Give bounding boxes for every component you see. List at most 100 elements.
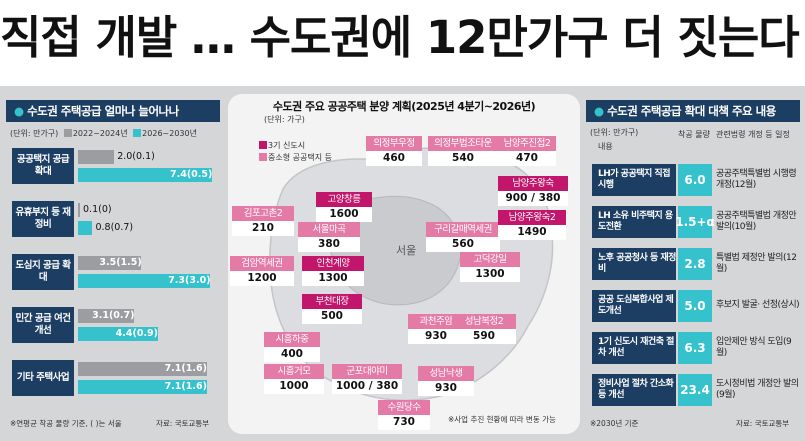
policy-row: 공공 도심복합사업 제도개선 5.0 후보지 발굴· 선정(상시) [592,290,800,322]
site-name: 구리갈매역세권 [426,222,500,237]
policy-schedule: 도시정비법 개정안 발의(9월) [716,378,799,400]
site-label: 성남낙생 930 [418,366,474,396]
site-count: 930 [418,381,474,396]
policy-volume: 6.0 [678,164,712,196]
legend-mid-label: 중소형 공공택지 등 [268,153,332,162]
legend-new-label: 2026~2030년 [142,129,197,138]
site-count: 1000 [264,379,324,394]
seoul-label: 서울 [396,244,417,257]
site-count: 1000 / 380 [332,379,402,394]
site-name: 시흥하중 [264,332,320,347]
policy-schedule: 공공주택특별법 시행령 개정(12월) [716,168,797,190]
site-count: 730 [378,415,430,430]
bar-value-2022-2024: 3.1(0.7) [92,310,135,321]
bar-value-2026-2030: 7.1(1.6) [164,381,207,392]
site-name: 시흥거모 [264,364,324,379]
site-count: 900 / 380 [498,191,568,206]
category-label: 유휴부지 등 재정비 [12,201,74,237]
bar-value-2026-2030: 7.3(3.0) [168,275,211,286]
site-label: 부천대장 500 [302,294,362,324]
site-label: 남양주진접2 470 [498,136,556,166]
site-name: 군포대야미 [332,364,402,379]
bar-value-2022-2024: 0.1(0) [83,204,112,215]
site-count: 210 [232,221,294,236]
site-label: 남양주왕숙2 1490 [498,210,566,240]
site-label: 인천계양 1300 [302,256,364,286]
col-header-volume: 착공 물량 [678,130,710,139]
site-count: 1490 [498,225,566,240]
supply-source: 자료: 국토교통부 [156,419,210,428]
site-count: 590 [452,329,516,344]
site-count: 930 [408,329,464,344]
col-header-name: 내용 [598,142,613,151]
site-label: 군포대야미 1000 / 380 [332,364,402,394]
supply-note: ※연평균 착공 물량 기준, ( )는 서울 [10,419,122,428]
col-header-schedule: 관련법령 개정 등 일정 [716,130,790,139]
site-name: 검암역세권 [230,256,294,271]
bar-value-2026-2030: 4.4(0.9) [115,328,159,339]
policy-name: 1기 신도시 재건축 절차 개선 [592,332,676,364]
supply-chart-legend: (단위: 만가구) 2022~2024년 2026~2030년 [10,128,197,139]
bar-value-2022-2024: 3.5(1.5) [99,257,142,268]
site-name: 서울마곡 [298,222,360,237]
bar-2026-2030 [78,274,211,288]
site-name: 부천대장 [302,294,362,309]
site-name: 고덕강일 [460,252,520,267]
headline: 직접 개발 … 수도권에 12만가구 더 짓는다 [0,11,800,64]
category-label: 공공택지 공급 확대 [12,148,74,184]
title-bullet: ● [14,104,24,118]
policy-schedule: 특별법 제정안 발의(12월) [716,252,797,274]
bar-2026-2030 [78,168,212,182]
legend-swatch-new [133,129,142,137]
site-count: 1300 [302,271,364,286]
bar-2022-2024 [78,362,207,376]
site-label: 남양주왕숙 900 / 380 [498,176,568,206]
bar-value-2022-2024: 2.0(0.1) [117,151,155,162]
site-name: 김포고촌2 [232,206,294,221]
site-label: 시흥하중 400 [264,332,320,362]
policy-volume: 5.0 [678,290,712,322]
map-legend: 3기 신도시 중소형 공공택지 등 [256,140,332,164]
category-label: 민간 공급 여건 개선 [12,307,74,343]
site-label: 성남복정2 590 [452,314,516,344]
supply-chart-panel: ● 수도권 주택공급 얼마나 늘어나나 (단위: 만가구) 2022~2024년… [6,100,220,430]
site-label: 김포고촌2 210 [232,206,294,236]
site-name: 수원당수 [378,400,430,415]
site-label: 구리갈매역세권 560 [426,222,500,252]
map-unit: (단위: 가구) [264,115,305,124]
site-label: 의정부우정 460 [366,136,422,166]
policy-name: LH가 공공택지 직접 시행 [592,164,676,196]
policy-row: 1기 신도시 재건축 절차 개선 6.3 입안제안 방식 도입(9월) [592,332,800,364]
site-name: 의정부법조타운 [428,136,498,151]
legend-swatch-3rd [259,141,267,149]
policy-volume: 6.3 [678,332,712,364]
site-name: 남양주진접2 [498,136,556,151]
policy-table-title: ● 수도권 주택공급 확대 대책 주요 내용 [586,100,800,122]
site-name: 의정부우정 [366,136,422,151]
site-label: 서울마곡 380 [298,222,360,252]
bar-value-2026-2030: 0.8(0.7) [95,222,134,233]
bar-2026-2030 [78,221,93,235]
bar-2022-2024 [78,150,115,164]
site-name: 성남낙생 [418,366,474,381]
policy-name: 정비사업 절차 간소화 등 개선 [592,374,676,406]
site-label: 의정부법조타운 540 [428,136,498,166]
site-label: 고덕강일 1300 [460,252,520,282]
bar-2022-2024 [78,203,80,217]
site-label: 과천주암 930 [408,314,464,344]
map-panel: 수도권 주요 공공주택 분양 계획(2025년 4분기~2026년) (단위: … [228,94,580,434]
site-count: 540 [428,151,498,166]
policy-schedule: 후보지 발굴· 선정(상시) [716,300,800,311]
site-count: 460 [366,151,422,166]
policy-row: LH 소유 비주택지 용도전환 1.5+α 공공주택특별법 개정안 발의(10월) [592,206,800,238]
legend-swatch-mid [259,153,267,161]
site-count: 1200 [230,271,294,286]
site-name: 과천주암 [408,314,464,329]
policy-row: LH가 공공택지 직접 시행 6.0 공공주택특별법 시행령 개정(12월) [592,164,800,196]
legend-swatch-old [63,129,72,137]
bar-value-2026-2030: 7.4(0.5) [170,169,213,180]
policy-note: ※2030년 기준 [590,419,639,428]
site-name: 고양창릉 [316,192,372,207]
legend-3rd-label: 3기 신도시 [268,141,306,150]
policy-row: 노후 공공청사 등 재정비 2.8 특별법 제정안 발의(12월) [592,248,800,280]
